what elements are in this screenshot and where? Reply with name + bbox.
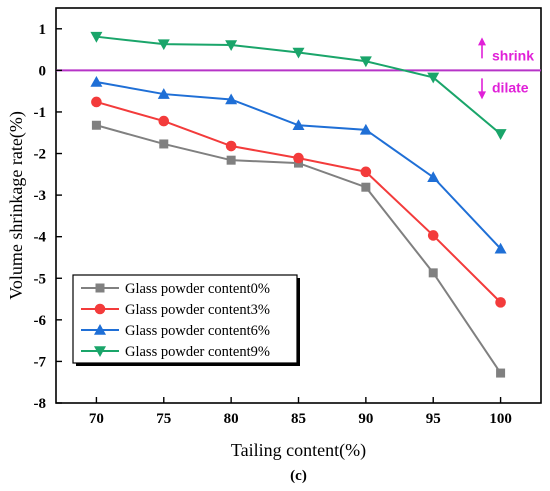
legend: Glass powder content0% Glass powder conte…: [72, 274, 300, 366]
legend-label: Glass powder content9%: [125, 344, 270, 360]
arrow-down-icon: [478, 78, 486, 100]
data-point-square: [91, 120, 101, 130]
data-point-triangle-down: [90, 31, 103, 43]
data-point-triangle-up: [359, 123, 372, 135]
data-point-circle: [293, 152, 304, 164]
data-point-triangle-up: [427, 171, 440, 183]
y-tick-label: -4: [34, 230, 47, 246]
y-tick-label: 1: [39, 22, 47, 38]
data-point-triangle-up: [90, 76, 103, 87]
x-axis-ticks: 70 75 80 85 90 95 100: [89, 397, 512, 427]
data-point-triangle-down: [427, 72, 440, 84]
series-1: [91, 96, 506, 308]
data-point-square: [496, 368, 506, 378]
y-tick-label: -5: [34, 271, 47, 287]
series-lines: [90, 31, 507, 378]
data-point-triangle-down: [494, 129, 507, 140]
legend-label: Glass powder content6%: [125, 323, 270, 339]
series-line: [96, 101, 502, 304]
legend-label: Glass powder content3%: [125, 302, 270, 318]
arrow-head: [478, 37, 486, 46]
data-point-square: [226, 155, 236, 165]
data-point-triangle-up: [94, 324, 106, 335]
data-point-triangle-up: [157, 88, 170, 99]
data-point-triangle-up: [292, 119, 305, 131]
data-point-triangle-up: [225, 93, 238, 105]
y-tick-label: -3: [34, 188, 47, 204]
data-point-triangle-down: [225, 40, 238, 52]
y-tick-label: -6: [34, 313, 47, 329]
data-point-triangle-down: [292, 47, 305, 59]
data-point-circle: [360, 166, 372, 178]
y-tick-label: -2: [34, 147, 47, 163]
data-point-circle: [495, 297, 506, 308]
data-point-circle: [158, 115, 170, 127]
arrow-head: [478, 91, 486, 100]
data-point-square: [95, 283, 105, 293]
x-tick-label: 85: [291, 411, 306, 427]
x-tick-label: 90: [358, 411, 373, 427]
x-tick-label: 80: [224, 411, 239, 427]
shrink-label: shrink: [492, 47, 534, 63]
x-tick-label: 100: [489, 411, 512, 427]
data-point-circle: [225, 140, 237, 152]
data-point-triangle-down: [359, 56, 372, 68]
arrow-up-icon: [478, 37, 486, 59]
legend-label: Glass powder content0%: [125, 281, 270, 297]
data-point-circle: [427, 230, 439, 241]
dilate-label: dilate: [492, 79, 529, 95]
data-point-square: [159, 139, 169, 149]
data-point-square: [428, 268, 438, 278]
x-tick-label: 95: [426, 411, 441, 427]
data-point-triangle-up: [494, 242, 507, 254]
shrink-dilate-annotation: shrink dilate: [478, 37, 534, 100]
legend-box: [72, 274, 298, 364]
legend-item: Glass powder content9%: [81, 344, 270, 360]
legend-item: Glass powder content6%: [81, 323, 270, 339]
legend-item: Glass powder content3%: [81, 302, 270, 318]
x-tick-label: 75: [156, 411, 171, 427]
data-point-circle: [94, 303, 106, 315]
data-point-square: [361, 182, 371, 192]
series-3: [90, 31, 507, 140]
y-axis-ticks: 1 0 -1 -2 -3 -4 -5 -6 -7 -8: [34, 22, 62, 412]
y-tick-label: -7: [34, 354, 47, 370]
panel-label: (c): [290, 468, 307, 484]
x-tick-label: 70: [89, 411, 104, 427]
y-axis-title: Volume shrinkage rate(%): [6, 111, 27, 300]
series-2: [90, 76, 507, 254]
data-point-triangle-down: [94, 346, 106, 357]
legend-item: Glass powder content0%: [81, 281, 270, 297]
y-tick-label: -8: [34, 396, 47, 412]
x-axis-title: Tailing content(%): [231, 440, 366, 461]
y-tick-label: -1: [34, 105, 47, 121]
data-point-circle: [91, 96, 102, 108]
y-tick-label: 0: [39, 63, 47, 79]
data-point-triangle-down: [157, 39, 170, 51]
